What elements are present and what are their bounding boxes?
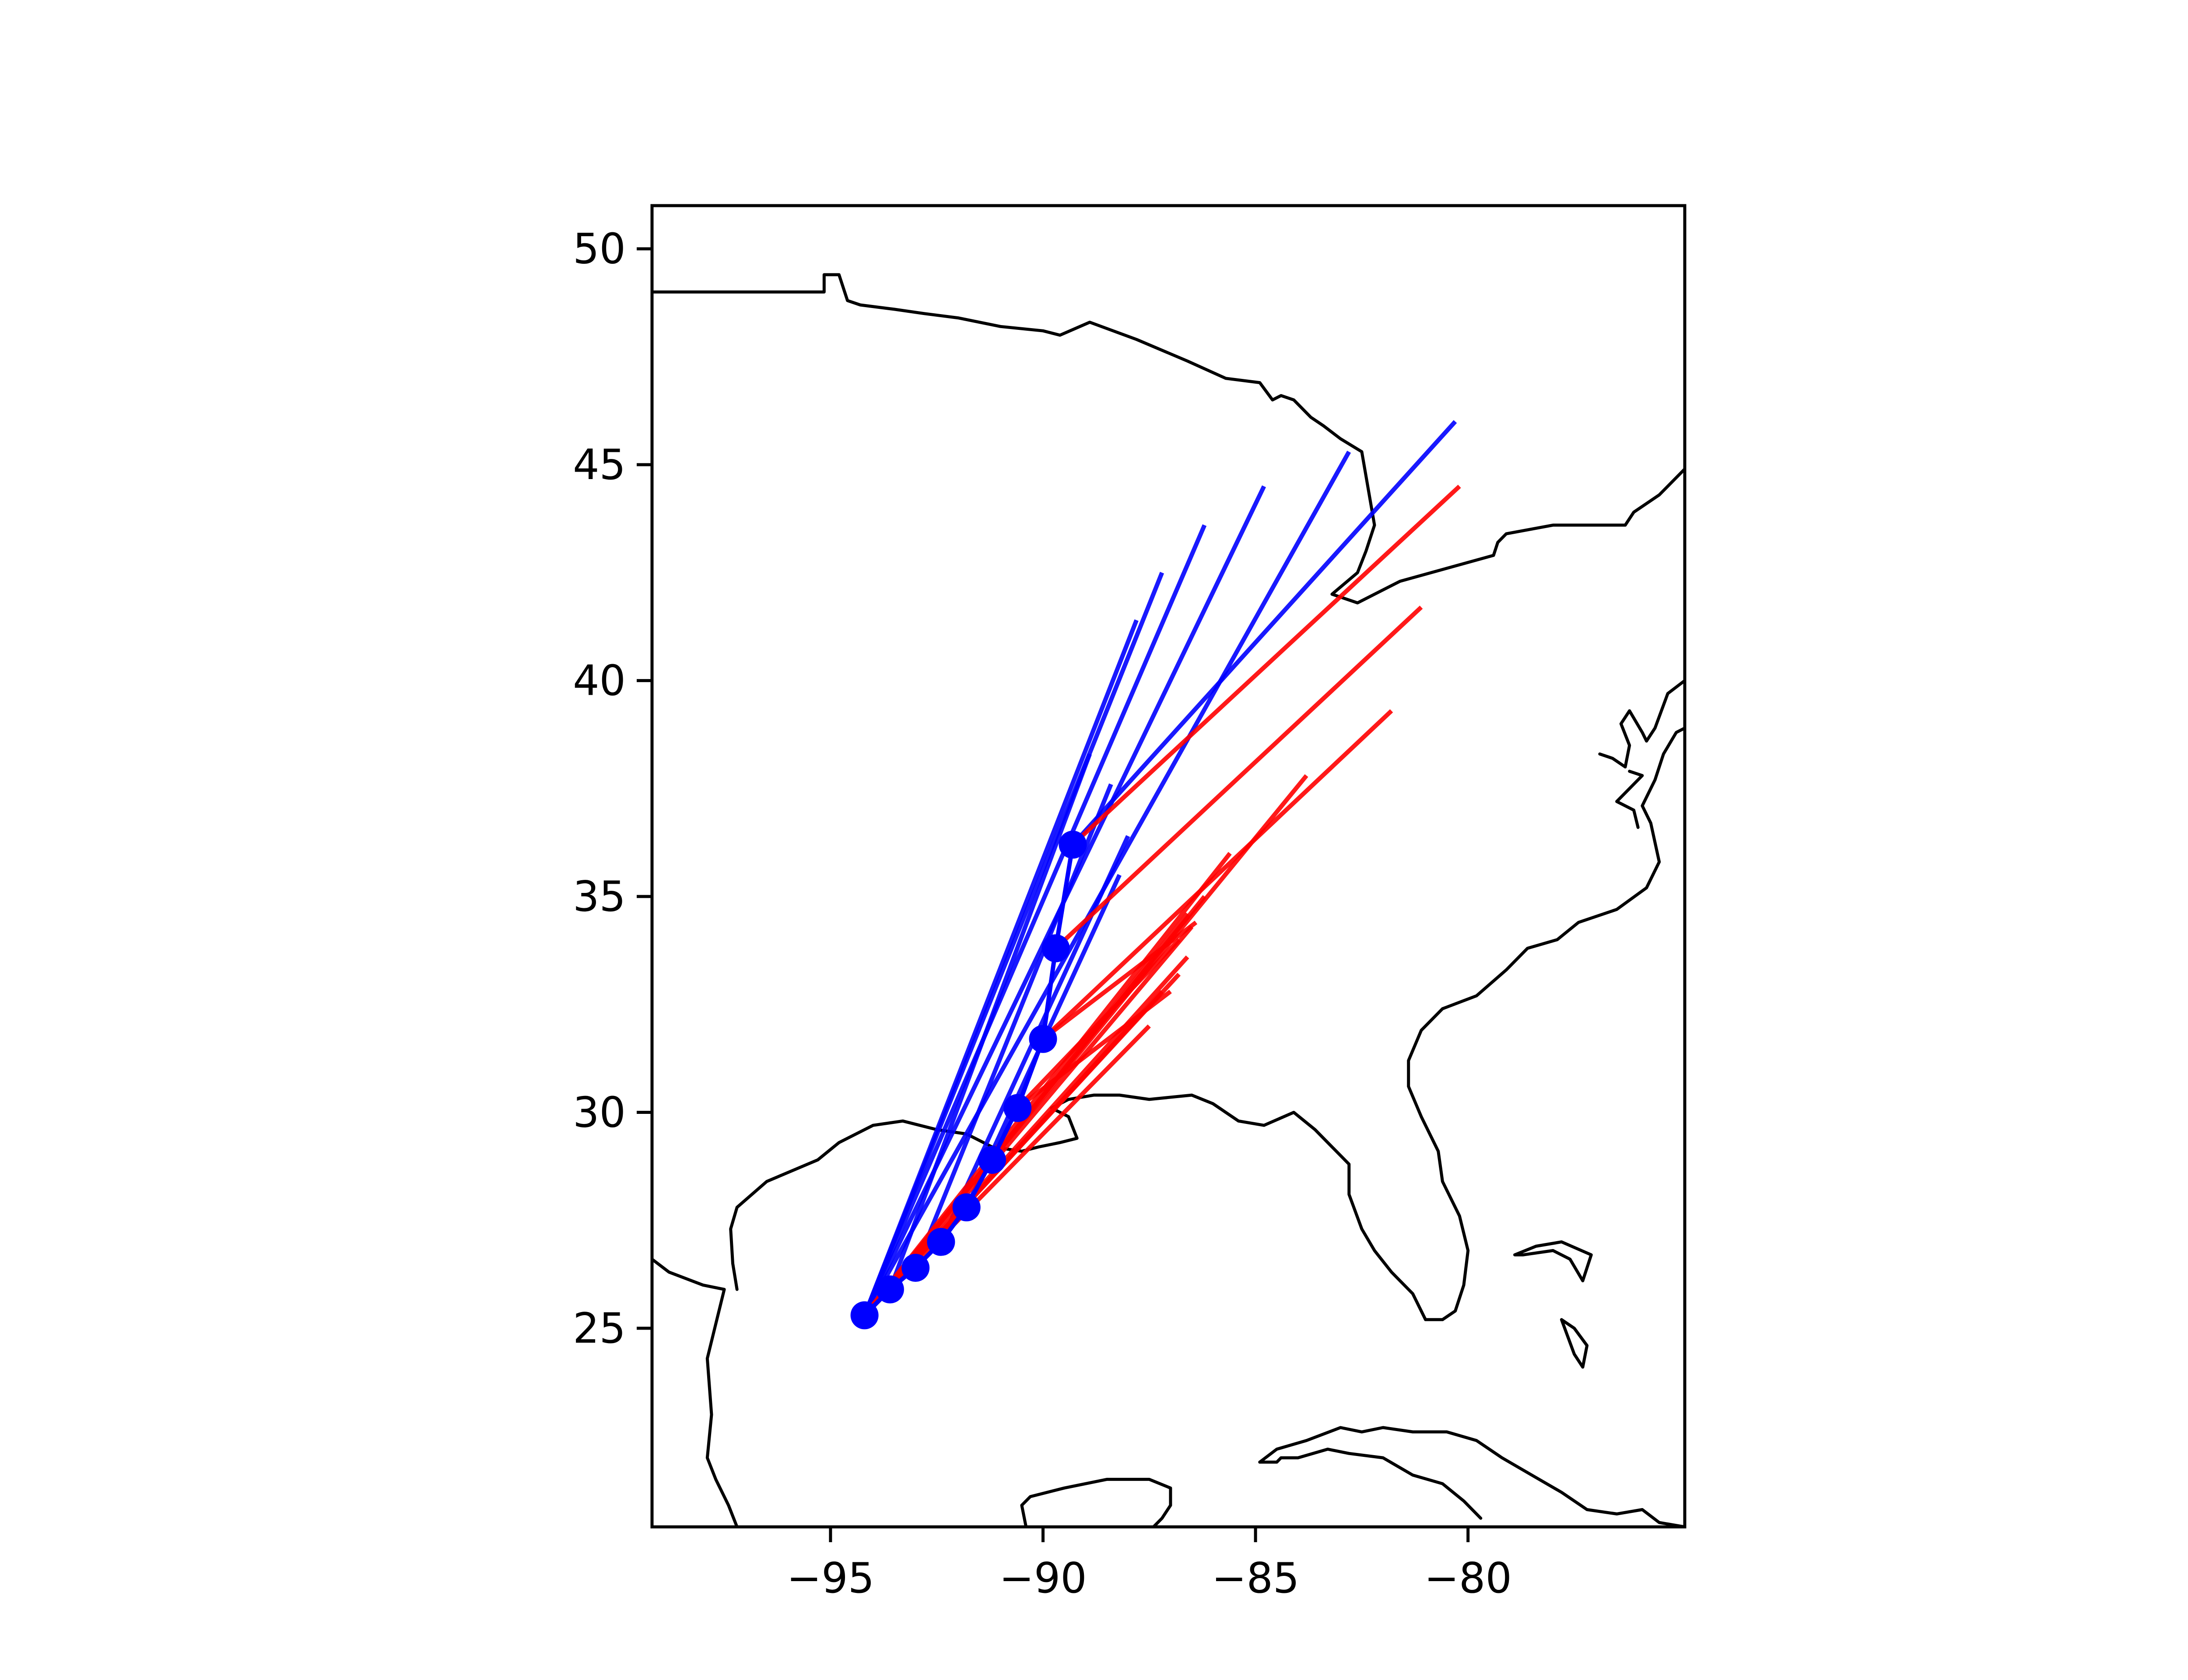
blue-track-6 xyxy=(888,753,1092,1290)
coastline-7 xyxy=(1560,1318,1589,1369)
track-points xyxy=(850,830,1087,1330)
coastline-6 xyxy=(1513,1240,1593,1282)
coastline-9 xyxy=(1615,770,1644,829)
blue-track-2 xyxy=(863,524,1207,1316)
y-tick-label-2: 35 xyxy=(573,873,626,921)
track-point-3 xyxy=(927,1228,955,1256)
track-point-9 xyxy=(1059,830,1087,859)
track-point-7 xyxy=(1029,1025,1057,1053)
x-tick-label-0: −95 xyxy=(787,1554,874,1603)
x-tick-label-1: −90 xyxy=(999,1554,1087,1603)
track-point-2 xyxy=(901,1253,930,1282)
red-track-10 xyxy=(1071,484,1461,847)
coastline-4 xyxy=(1258,1447,1483,1520)
coastline-5 xyxy=(1020,1477,1172,1527)
track-point-0 xyxy=(850,1301,879,1330)
axis-ticks xyxy=(637,247,1470,1542)
blue-track-5 xyxy=(1071,420,1457,847)
track-point-8 xyxy=(1041,934,1070,962)
blue-track-7 xyxy=(913,783,1113,1269)
y-tick-label-3: 40 xyxy=(573,657,626,705)
track-point-1 xyxy=(876,1275,904,1304)
x-tick-label-2: −85 xyxy=(1212,1554,1299,1603)
y-tick-label-5: 50 xyxy=(573,225,626,273)
x-tick-label-3: −80 xyxy=(1424,1554,1511,1603)
track-line xyxy=(863,844,1075,1317)
axis-tick-labels: −95 −90 −85 −80 25 30 35 40 45 50 xyxy=(573,225,1512,1603)
y-tick-label-0: 25 xyxy=(573,1305,626,1353)
track-point-4 xyxy=(952,1193,981,1222)
track-point-6 xyxy=(1003,1094,1032,1122)
red-track-8 xyxy=(1041,709,1393,1041)
coastline-1 xyxy=(652,1257,739,1527)
red-track-13 xyxy=(1016,990,1172,1110)
plot-frame xyxy=(650,204,1687,1529)
y-tick-label-4: 45 xyxy=(573,441,626,489)
track-point-5 xyxy=(978,1146,1006,1174)
coastline-8 xyxy=(1598,679,1685,769)
red-track-14 xyxy=(1041,920,1198,1041)
y-tick-label-1: 30 xyxy=(573,1089,626,1137)
red-track-9 xyxy=(1054,606,1423,950)
blue-track-1 xyxy=(862,572,1164,1316)
coastline-0 xyxy=(652,273,1685,605)
coastline-3 xyxy=(1258,1426,1685,1527)
